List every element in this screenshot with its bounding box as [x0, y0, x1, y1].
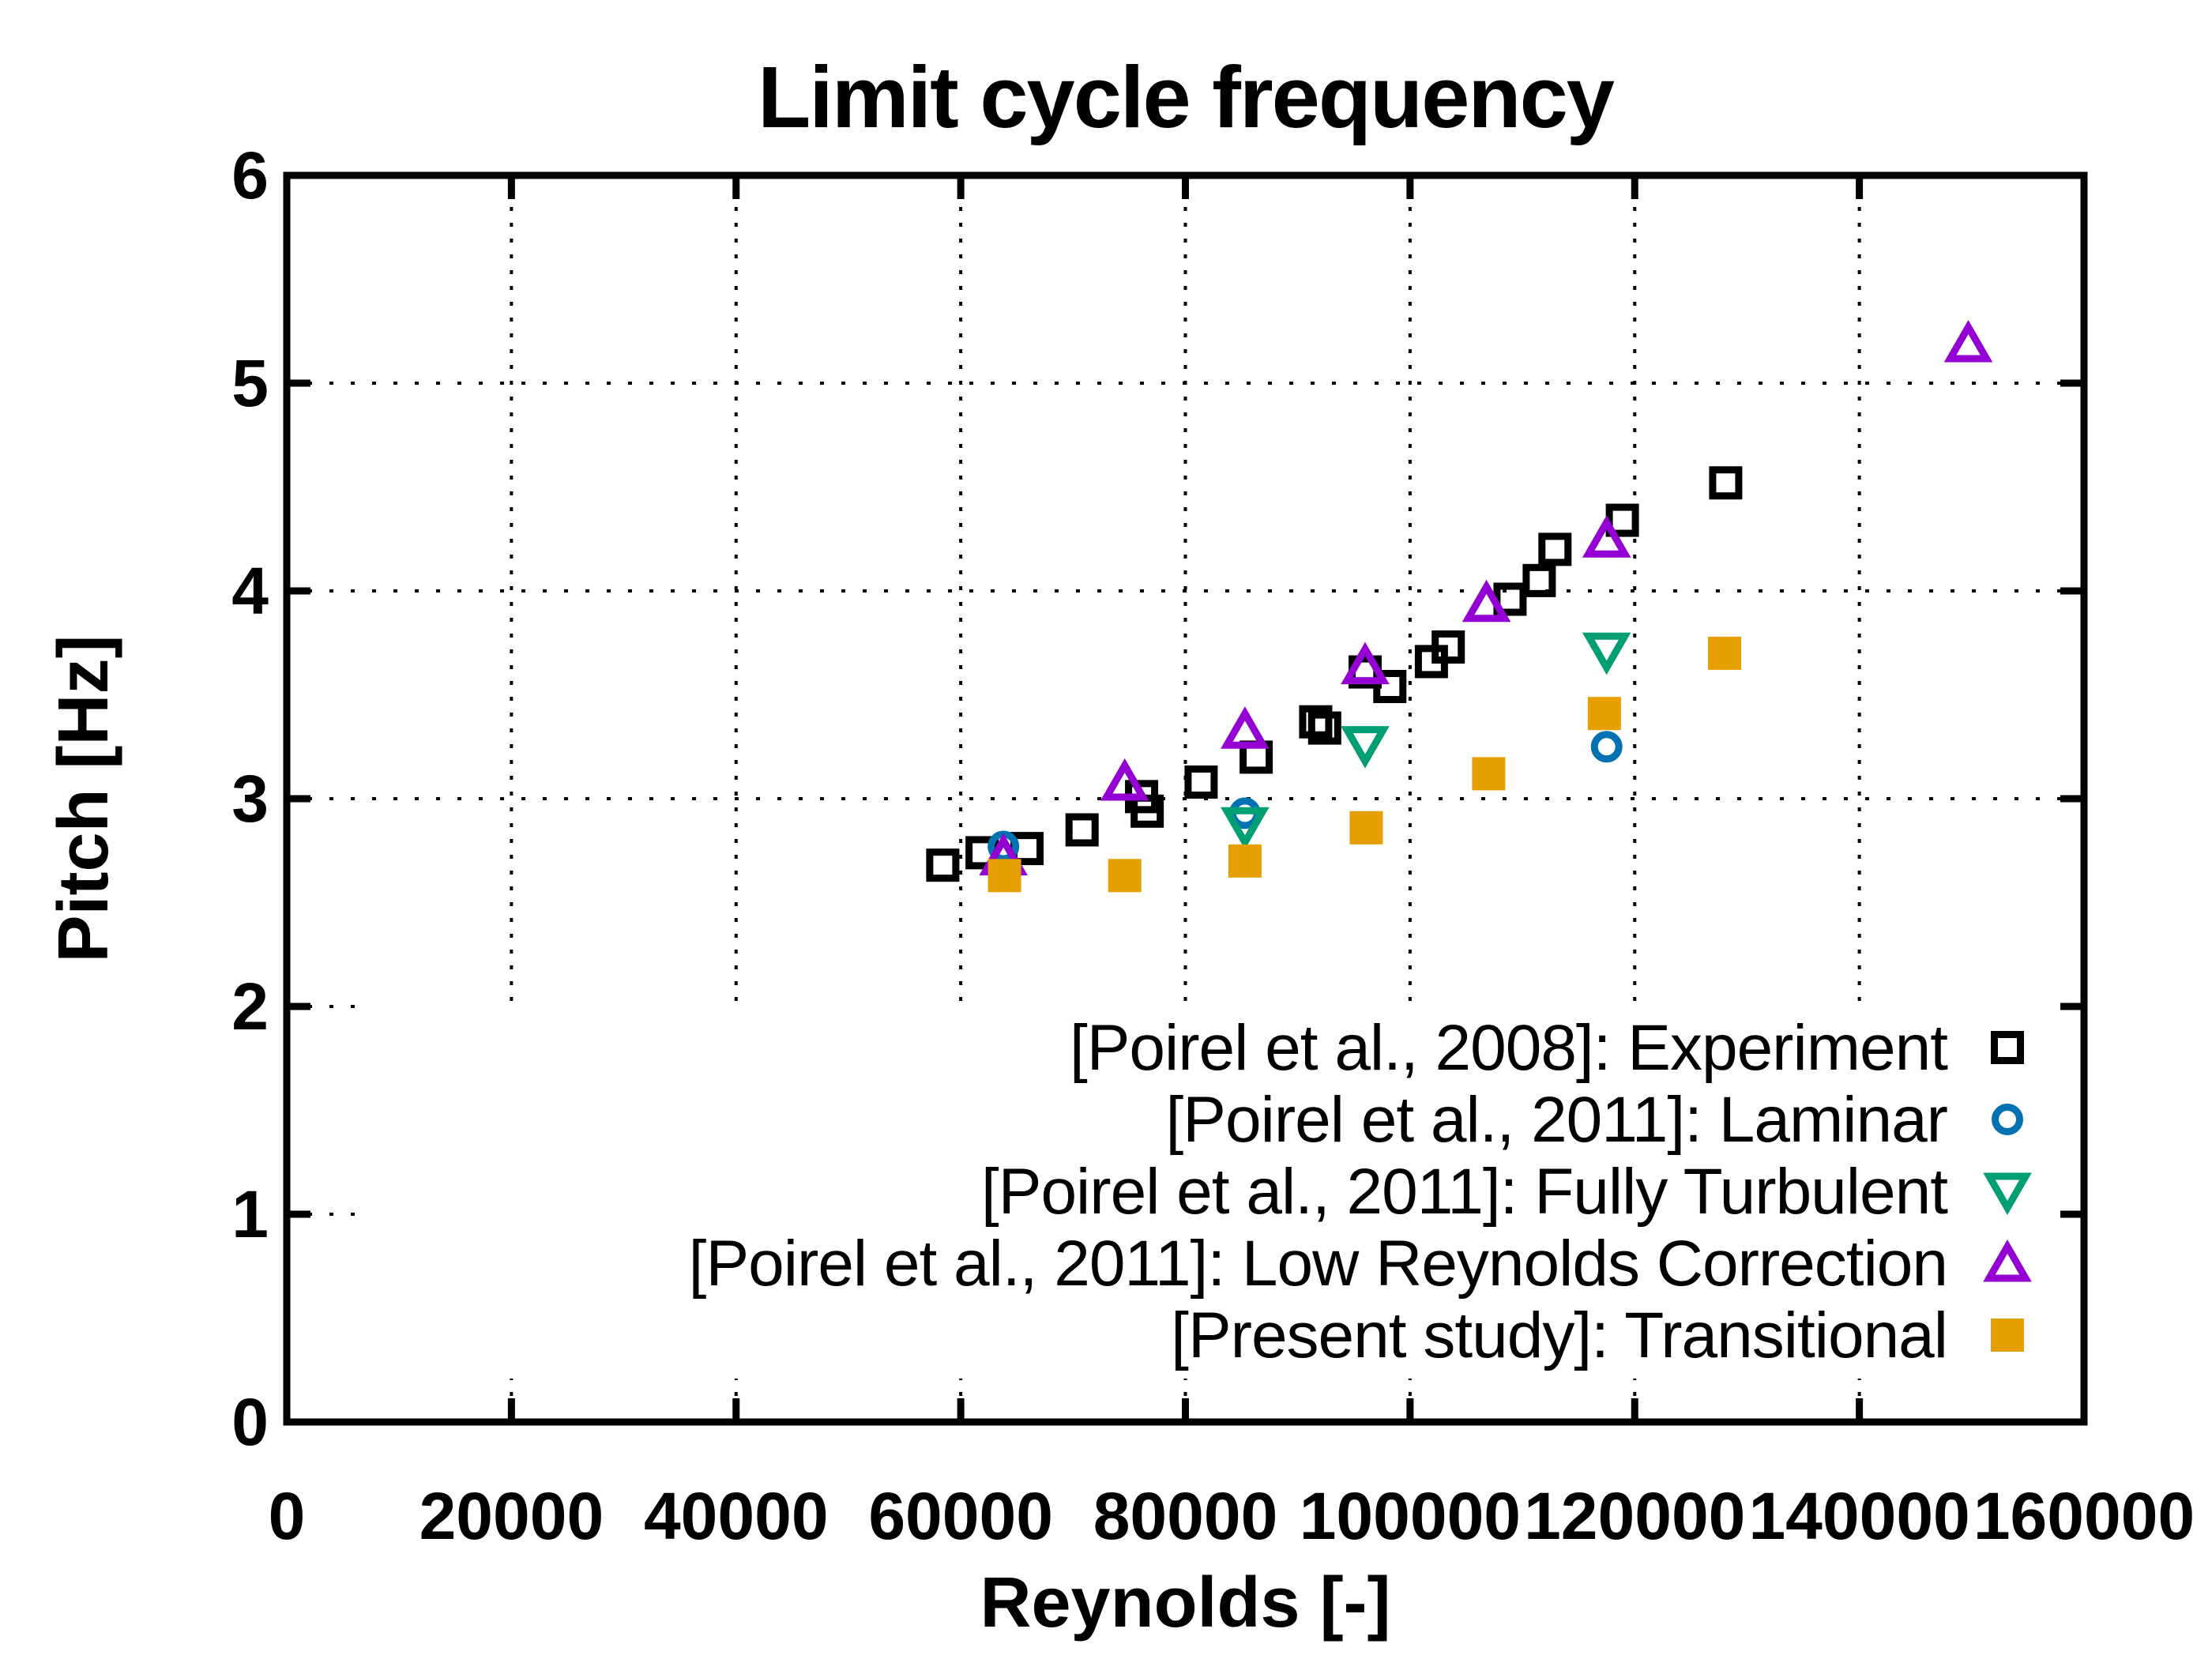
- data-point-filled-square: [1228, 844, 1262, 878]
- x-tick-label: 160000: [1973, 1479, 2195, 1553]
- data-point-filled-square: [988, 859, 1021, 893]
- y-tick-label: 5: [231, 346, 269, 420]
- data-point-filled-square: [1349, 811, 1383, 845]
- x-tick-label: 0: [268, 1479, 306, 1553]
- chart-title: Limit cycle frequency: [758, 49, 1615, 146]
- data-point-open-triangle-up: [1100, 758, 1149, 801]
- data-point-filled-square: [1708, 636, 1741, 670]
- data-point-open-square: [1522, 563, 1556, 597]
- legend-entry: [Present study]: Transitional: [1171, 1300, 1948, 1371]
- y-tick-label: 2: [231, 969, 269, 1044]
- data-point-open-square: [1299, 705, 1333, 739]
- x-axis-label: Reynolds [-]: [980, 1563, 1391, 1642]
- data-point-open-triangle-down: [1341, 726, 1390, 769]
- data-point-open-triangle-up: [1582, 515, 1631, 558]
- x-tick-label: 40000: [643, 1479, 829, 1553]
- legend-entry: [Poirel et al., 2011]: Fully Turbulent: [980, 1156, 1948, 1228]
- y-tick-label: 1: [231, 1177, 269, 1251]
- y-tick-label: 0: [231, 1385, 269, 1459]
- legend-swatch-filled-square: [1991, 1319, 2024, 1352]
- x-tick-label: 80000: [1093, 1479, 1278, 1553]
- y-tick-label: 6: [231, 138, 269, 213]
- data-point-filled-square: [1472, 757, 1506, 791]
- y-tick-label: 4: [231, 554, 269, 628]
- data-point-open-triangle-up: [1221, 706, 1270, 749]
- legend-swatch-open-square: [1991, 1031, 2024, 1064]
- data-point-filled-square: [1108, 859, 1142, 893]
- legend-swatch-open-triangle-down: [1983, 1172, 2032, 1216]
- y-tick-label: 3: [231, 762, 269, 836]
- legend-entry: [Poirel et al., 2011]: Laminar: [1165, 1084, 1948, 1156]
- data-point-open-square: [1431, 630, 1465, 664]
- data-point-open-square: [1709, 466, 1743, 500]
- legend-entry: [Poirel et al., 2011]: Low Reynolds Corr…: [688, 1228, 1948, 1300]
- data-point-open-triangle-down: [1221, 807, 1270, 850]
- data-point-open-square: [1184, 765, 1218, 799]
- data-point-open-circle: [1590, 731, 1623, 763]
- data-point-filled-square: [1587, 697, 1621, 731]
- x-tick-label: 20000: [419, 1479, 604, 1553]
- data-point-open-square: [1538, 532, 1572, 566]
- data-point-open-square: [1307, 711, 1341, 745]
- data-point-open-triangle-up: [1462, 579, 1511, 623]
- data-point-open-square: [1373, 669, 1407, 703]
- x-tick-label: 140000: [1748, 1479, 1970, 1553]
- x-tick-label: 60000: [868, 1479, 1053, 1553]
- data-point-open-square: [926, 848, 960, 882]
- x-tick-label: 100000: [1299, 1479, 1522, 1553]
- legend-swatch-open-triangle-up: [1983, 1239, 2032, 1282]
- legend: [Poirel et al., 2008]: Experiment [Poirel…: [688, 1012, 1948, 1371]
- legend-swatch-open-circle: [1992, 1104, 2023, 1135]
- data-point-open-triangle-up: [1341, 641, 1390, 685]
- data-point-open-square: [1065, 813, 1099, 847]
- legend-entry: [Poirel et al., 2008]: Experiment: [1069, 1012, 1948, 1084]
- x-tick-label: 120000: [1524, 1479, 1746, 1553]
- data-point-open-triangle-up: [1943, 320, 1993, 363]
- data-point-open-triangle-down: [1582, 632, 1631, 675]
- legend-background: [363, 1005, 2105, 1379]
